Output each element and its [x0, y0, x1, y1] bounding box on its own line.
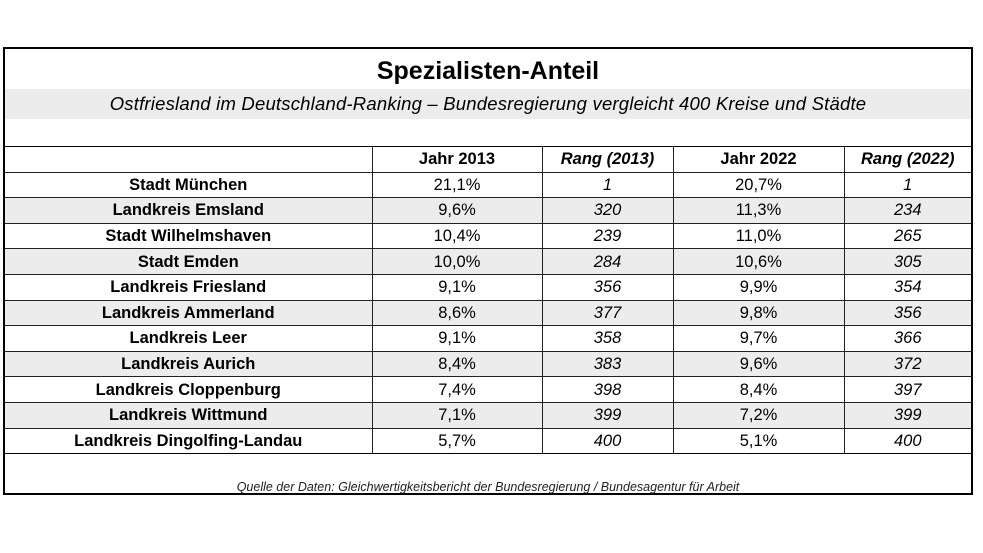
table-row: Stadt Emden 10,0% 284 10,6% 305: [5, 248, 971, 275]
rank-2013-cell: 1: [541, 171, 674, 199]
share-2022-cell: 5,1%: [672, 427, 845, 455]
share-2013-cell: 7,1%: [371, 401, 543, 429]
rank-2022-cell: 1: [843, 171, 971, 199]
table-card: Spezialisten-Anteil Ostfriesland im Deut…: [3, 47, 973, 495]
share-2022-cell: 7,2%: [672, 401, 845, 429]
region-cell: Landkreis Emsland: [5, 197, 373, 224]
rank-2013-cell: 239: [541, 222, 674, 250]
header-year-2013: Jahr 2013: [371, 146, 543, 173]
region-cell: Stadt Emden: [5, 248, 373, 275]
rank-2022-cell: 397: [843, 376, 971, 403]
rank-2013-cell: 398: [541, 376, 674, 403]
region-cell: Landkreis Cloppenburg: [5, 376, 373, 403]
share-2013-cell: 10,0%: [371, 248, 543, 275]
header-rank-2013: Rang (2013): [541, 146, 674, 173]
rank-2013-cell: 284: [541, 248, 674, 275]
rank-2022-cell: 234: [843, 197, 971, 224]
share-2022-cell: 9,9%: [672, 273, 845, 301]
header-rank-2022: Rang (2022): [843, 146, 971, 173]
share-2022-cell: 9,8%: [672, 299, 845, 327]
share-2013-cell: 10,4%: [371, 222, 543, 250]
table-row: Landkreis Emsland 9,6% 320 11,3% 234: [5, 197, 971, 224]
table-row: Landkreis Dingolfing-Landau 5,7% 400 5,1% 40…: [5, 427, 971, 455]
rank-2013-cell: 377: [541, 299, 674, 327]
page-title: Spezialisten-Anteil: [376, 57, 600, 85]
source-note: Quelle der Daten: Gleichwertigkeitsberic…: [236, 480, 740, 494]
table-header-row: Jahr 2013 Rang (2013) Jahr 2022 Rang (20…: [5, 146, 971, 173]
rank-2022-cell: 356: [843, 299, 971, 327]
table-row: Stadt München 21,1% 1 20,7% 1: [5, 171, 971, 199]
share-2013-cell: 5,7%: [371, 427, 543, 455]
share-2013-cell: 8,6%: [371, 299, 543, 327]
rank-2022-cell: 399: [843, 401, 971, 429]
share-2013-cell: 9,1%: [371, 325, 543, 352]
rank-2022-cell: 354: [843, 273, 971, 301]
header-year-2022: Jahr 2022: [672, 146, 845, 173]
table-row: Landkreis Cloppenburg 7,4% 398 8,4% 397: [5, 376, 971, 403]
share-2022-cell: 9,6%: [672, 350, 845, 378]
region-cell: Stadt Wilhelmshaven: [5, 222, 373, 250]
rank-2013-cell: 356: [541, 273, 674, 301]
rank-2013-cell: 383: [541, 350, 674, 378]
share-2022-cell: 11,0%: [672, 222, 845, 250]
region-cell: Landkreis Dingolfing-Landau: [5, 427, 373, 455]
region-cell: Stadt München: [5, 171, 373, 199]
page-subtitle: Ostfriesland im Deutschland-Ranking – Bu…: [5, 89, 971, 119]
table-row: Landkreis Leer 9,1% 358 9,7% 366: [5, 325, 971, 352]
share-2013-cell: 9,6%: [371, 197, 543, 224]
rank-2013-cell: 358: [541, 325, 674, 352]
share-2022-cell: 20,7%: [672, 171, 845, 199]
table-row: Landkreis Friesland 9,1% 356 9,9% 354: [5, 273, 971, 301]
table-body: Stadt München 21,1% 1 20,7% 1 Landkreis Emsla…: [5, 171, 971, 455]
table-row: Landkreis Wittmund 7,1% 399 7,2% 399: [5, 401, 971, 429]
rank-2022-cell: 372: [843, 350, 971, 378]
table-row: Stadt Wilhelmshaven 10,4% 239 11,0% 265: [5, 222, 971, 250]
region-cell: Landkreis Aurich: [5, 350, 373, 378]
share-2022-cell: 10,6%: [672, 248, 845, 275]
share-2013-cell: 7,4%: [371, 376, 543, 403]
rank-2013-cell: 320: [541, 197, 674, 224]
share-2013-cell: 21,1%: [371, 171, 543, 199]
region-cell: Landkreis Friesland: [5, 273, 373, 301]
share-2022-cell: 11,3%: [672, 197, 845, 224]
table-row: Landkreis Ammerland 8,6% 377 9,8% 356: [5, 299, 971, 327]
share-2013-cell: 9,1%: [371, 273, 543, 301]
rank-2022-cell: 400: [843, 427, 971, 455]
region-cell: Landkreis Ammerland: [5, 299, 373, 327]
ranking-table: Jahr 2013 Rang (2013) Jahr 2022 Rang (20…: [5, 146, 971, 455]
header-region: [5, 146, 373, 173]
rank-2022-cell: 305: [843, 248, 971, 275]
rank-2022-cell: 366: [843, 325, 971, 352]
rank-2022-cell: 265: [843, 222, 971, 250]
share-2022-cell: 8,4%: [672, 376, 845, 403]
region-cell: Landkreis Leer: [5, 325, 373, 352]
rank-2013-cell: 399: [541, 401, 674, 429]
share-2013-cell: 8,4%: [371, 350, 543, 378]
table-row: Landkreis Aurich 8,4% 383 9,6% 372: [5, 350, 971, 378]
region-cell: Landkreis Wittmund: [5, 401, 373, 429]
rank-2013-cell: 400: [541, 427, 674, 455]
share-2022-cell: 9,7%: [672, 325, 845, 352]
